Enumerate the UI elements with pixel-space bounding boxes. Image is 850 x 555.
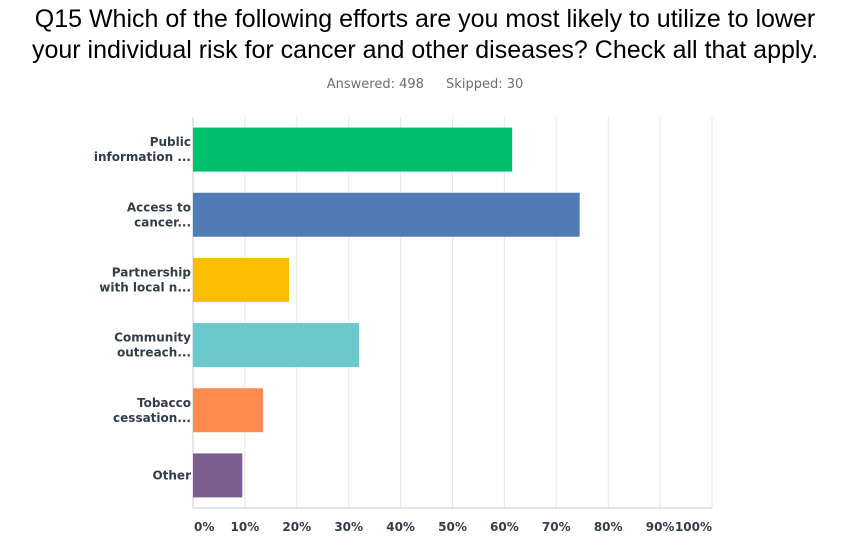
bar: [193, 453, 243, 498]
category-label: Partnership: [112, 265, 192, 279]
x-tick-label: 80%: [594, 520, 623, 534]
category-label: outreach...: [117, 346, 191, 360]
category-label: Other: [152, 468, 191, 482]
bar: [193, 127, 513, 172]
x-tick-label: 70%: [542, 520, 571, 534]
bar: [193, 323, 360, 368]
category-label: Tobacco: [137, 396, 191, 410]
x-tick-label: 10%: [231, 520, 260, 534]
chart-title-line-1: Q15 Which of the following efforts are y…: [34, 5, 816, 33]
category-label: with local n...: [99, 280, 191, 294]
skipped-count: Skipped: 30: [446, 77, 524, 92]
x-tick-label: 40%: [386, 520, 415, 534]
x-tick-label: 90%: [646, 520, 675, 534]
x-tick-label: 50%: [438, 520, 467, 534]
category-label: Community: [114, 331, 191, 345]
x-tick-label: 100%: [675, 520, 712, 534]
x-tick-label: 30%: [334, 520, 363, 534]
x-tick-label: 60%: [490, 520, 519, 534]
bar: [193, 388, 264, 433]
category-label: Access to: [127, 200, 191, 214]
chart-title: Q15 Which of the following efforts are y…: [0, 4, 850, 66]
category-label: information ...: [94, 150, 191, 164]
chart-title-line-2: your individual risk for cancer and othe…: [31, 36, 819, 64]
x-tick-label: 20%: [282, 520, 311, 534]
answered-count: Answered: 498: [326, 77, 424, 92]
category-label: Public: [150, 135, 191, 149]
category-label: cancer...: [134, 215, 191, 229]
bar: [193, 257, 290, 302]
response-stats: Answered: 498 Skipped: 30: [0, 77, 850, 92]
bar: [193, 192, 580, 237]
category-label: cessation...: [113, 411, 191, 425]
x-tick-label: 0%: [194, 520, 214, 534]
